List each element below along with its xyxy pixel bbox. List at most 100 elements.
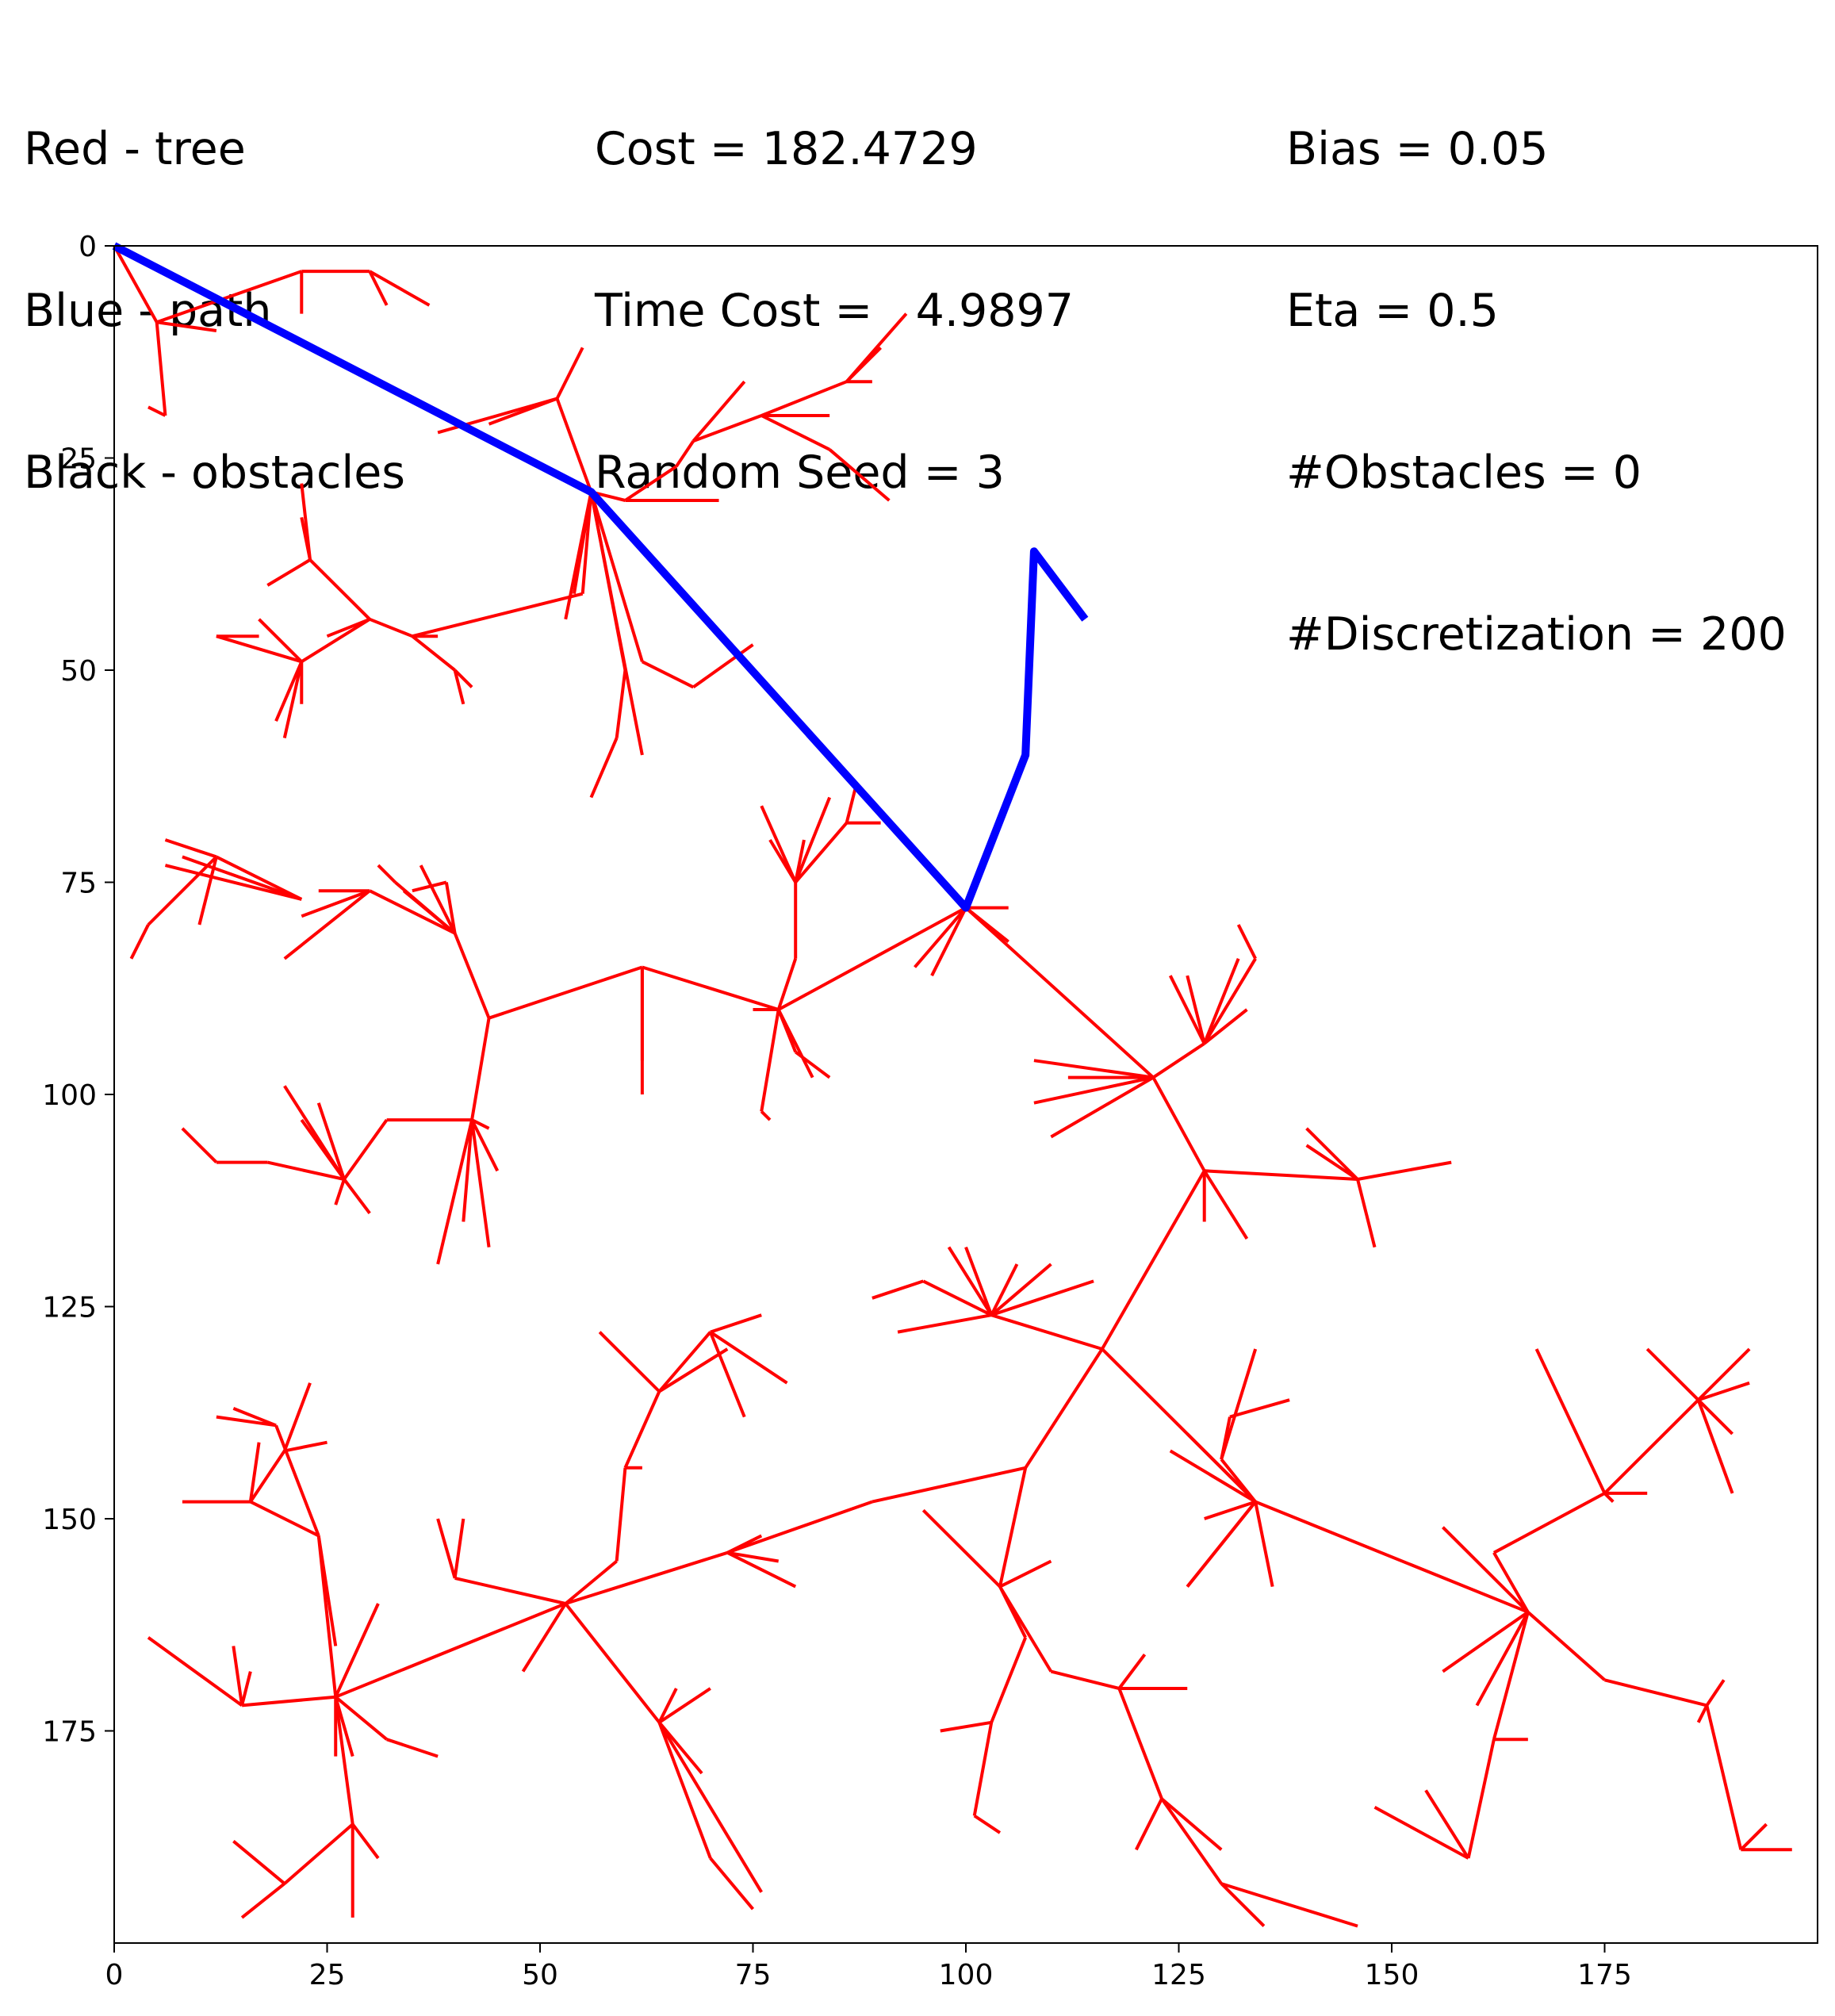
legend-obstacles: Black - obstacles	[24, 447, 405, 499]
tree-edge	[351, 1822, 380, 1860]
tree-edge	[1220, 1416, 1232, 1460]
tree-edge	[1033, 1059, 1154, 1079]
tree-edge	[623, 1390, 661, 1469]
tree-edge	[845, 312, 908, 383]
tree-edge	[1168, 975, 1206, 1044]
tree-edge	[760, 1110, 772, 1121]
tree-edge	[1492, 1551, 1530, 1613]
tree-edge	[615, 1467, 627, 1562]
tree-edge	[760, 380, 848, 417]
tree-edge	[564, 1602, 661, 1724]
tree-edge	[947, 1246, 993, 1317]
tree-edge	[1442, 1611, 1529, 1673]
params-text: Bias = 0.05 Eta = 0.5 #Obstacles = 0 #Di…	[1286, 14, 1787, 715]
tree-edge	[343, 1118, 389, 1181]
tree-edge	[411, 634, 456, 672]
tree-edge	[368, 270, 389, 306]
tree-edge	[1220, 1348, 1258, 1460]
tree-edge	[1229, 1398, 1290, 1419]
tree-edge	[973, 1814, 1002, 1834]
tree-edge	[453, 669, 465, 705]
tree-edge	[1220, 1458, 1257, 1503]
tree-edge	[155, 322, 167, 416]
tree-edge	[760, 1009, 780, 1112]
param-bias: Bias = 0.05	[1286, 123, 1549, 175]
tree-edge	[1645, 1347, 1700, 1401]
tree-edge	[334, 1603, 380, 1698]
tree-edge	[657, 1331, 712, 1393]
tree-edge	[232, 1407, 277, 1428]
tree-edge	[147, 1636, 243, 1707]
tree-edge	[1236, 924, 1257, 960]
tree-edge	[710, 1313, 762, 1334]
tree-edge	[1050, 1075, 1155, 1139]
tree-edge	[453, 932, 491, 1019]
tree-edge	[1220, 1882, 1266, 1928]
tree-edge	[283, 889, 371, 960]
tree-edge	[726, 1534, 763, 1554]
tree-edge	[1152, 1042, 1205, 1079]
tree-edge	[316, 1535, 338, 1646]
tree-edge	[156, 270, 302, 324]
tree-edge	[316, 1102, 346, 1180]
tree-edge	[589, 491, 644, 662]
tree-edge	[369, 617, 413, 638]
tree-edge	[129, 924, 150, 960]
tree-edge	[1033, 1075, 1154, 1105]
legend-tree: Red - tree	[24, 123, 246, 175]
tree-edge	[334, 1696, 388, 1741]
tree-edge	[1024, 1347, 1104, 1469]
tree-edge	[624, 465, 677, 502]
tree-edge	[1305, 1144, 1359, 1181]
tree-edge	[726, 1550, 780, 1563]
tree-edge	[444, 882, 457, 934]
tree-edge	[470, 1119, 500, 1172]
tree-edge	[999, 1559, 1052, 1589]
tree-edge	[216, 634, 302, 664]
tree-edge	[248, 1442, 261, 1502]
tree-edge	[692, 643, 754, 689]
tree-edge	[589, 737, 619, 799]
tree-edge	[990, 1263, 1052, 1317]
tree-edge	[589, 491, 644, 756]
tree-edge	[760, 805, 798, 883]
tree-edge	[658, 1347, 729, 1393]
tree-edge	[453, 1518, 465, 1579]
tree-edge	[301, 618, 371, 663]
tree-edge	[872, 1279, 924, 1300]
tree-edge	[436, 1119, 474, 1265]
tree-edge	[565, 1550, 728, 1605]
tree-edge	[1160, 1797, 1223, 1885]
param-obstacles: #Obstacles = 0	[1286, 447, 1642, 499]
tree-edge	[1204, 1169, 1358, 1181]
tree-edge	[972, 1722, 994, 1816]
tree-edge	[470, 1119, 491, 1248]
x-tick-label: 150	[1365, 1959, 1419, 1991]
tree-edge	[1160, 1797, 1223, 1851]
tree-edge	[308, 558, 371, 621]
x-tick-label: 75	[735, 1959, 772, 1991]
y-tick-label: 150	[42, 1504, 97, 1536]
tree-edge	[182, 855, 302, 901]
y-tick-label: 125	[42, 1292, 97, 1324]
tree-edge	[1705, 1679, 1726, 1707]
tree-edge	[377, 864, 396, 883]
tree-edge	[147, 405, 167, 417]
tree-edge	[156, 320, 217, 332]
tree-edge	[708, 1331, 746, 1418]
param-discretization: #Discretization = 200	[1286, 608, 1787, 661]
tree-edge	[709, 1857, 755, 1911]
tree-edge	[521, 1602, 567, 1673]
tree-edge	[454, 1576, 566, 1605]
tree-edge	[998, 1585, 1053, 1673]
tree-edge	[241, 1695, 336, 1707]
x-tick-label: 50	[522, 1959, 558, 1991]
tree-layer	[113, 245, 1792, 1928]
tree-edge	[1255, 1500, 1529, 1614]
tree-edge	[1186, 1501, 1257, 1588]
tree-edge	[282, 1382, 312, 1452]
tree-edge	[1603, 1398, 1700, 1495]
tree-edge	[216, 1415, 277, 1428]
param-eta: Eta = 0.5	[1286, 285, 1499, 337]
